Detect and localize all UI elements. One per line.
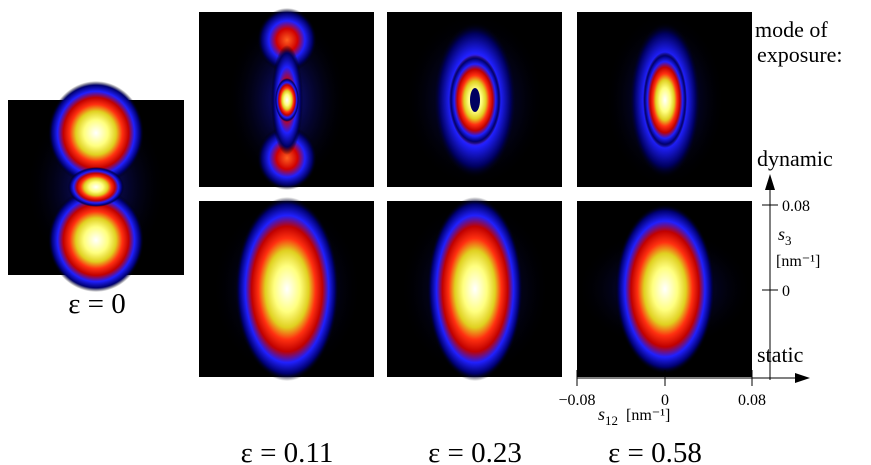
- pattern-eps0: [8, 81, 184, 292]
- tick-label: 0.08: [782, 198, 810, 215]
- tick-label: 0: [661, 392, 669, 409]
- pattern-dyn-023: [387, 12, 562, 188]
- axis-label: s12: [598, 404, 618, 428]
- arrow: [765, 174, 775, 190]
- pattern-dyn-011: [199, 8, 374, 190]
- mode-static: static: [757, 342, 804, 367]
- axis-unit: [nm⁻¹]: [626, 407, 670, 424]
- pattern-static-023: [387, 197, 562, 381]
- eps-label: ε = 0.11: [241, 437, 334, 465]
- pattern-static-058: [577, 201, 753, 377]
- mode-dynamic: dynamic: [757, 146, 833, 171]
- pattern-dyn-058: [577, 12, 752, 188]
- legend-title: exposure:: [757, 42, 843, 67]
- eps-label: ε = 0.23: [428, 437, 522, 465]
- legend-title: mode of: [755, 17, 828, 42]
- axis-label: s3: [778, 224, 792, 248]
- symbol: s: [778, 224, 785, 244]
- axes: [576, 182, 800, 386]
- eps-label: ε = 0: [68, 288, 126, 320]
- arrow: [795, 373, 810, 383]
- subscript: 3: [785, 233, 792, 248]
- tick-label: 0.08: [738, 392, 766, 409]
- tick-label: −0.08: [558, 392, 595, 409]
- pattern-static-011: [199, 197, 374, 381]
- tick-label: 0: [782, 283, 790, 300]
- axis-unit: [nm⁻¹]: [776, 253, 820, 270]
- eps-label: ε = 0.58: [608, 437, 702, 465]
- subscript: 12: [605, 413, 618, 428]
- symbol: s: [598, 404, 605, 424]
